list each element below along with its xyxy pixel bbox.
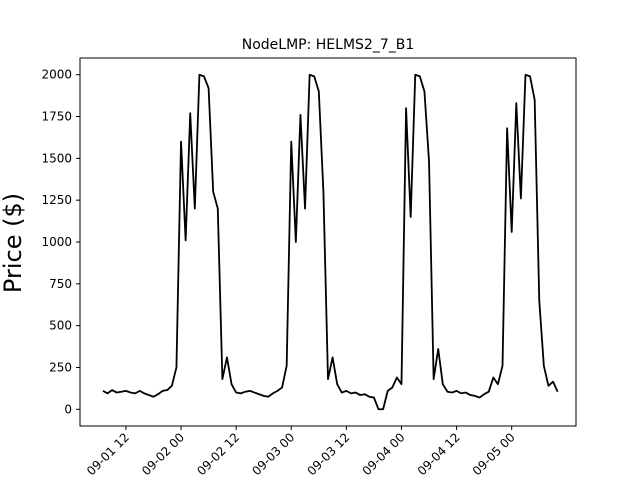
chart-title: NodeLMP: HELMS2_7_B1 bbox=[242, 37, 415, 53]
y-tick-label: 2000 bbox=[41, 68, 72, 82]
price-series-line bbox=[102, 73, 559, 411]
y-tick-label: 750 bbox=[49, 277, 72, 291]
y-tick-label: 1250 bbox=[41, 193, 72, 207]
y-tick-label: 1500 bbox=[41, 151, 72, 165]
y-axis-ticks: 0 250 500 750 1000 1250 1500 1750 2000 bbox=[41, 68, 80, 416]
y-tick-label: 500 bbox=[49, 319, 72, 333]
y-tick-label: 1750 bbox=[41, 110, 72, 124]
y-axis-label: Price ($) bbox=[0, 193, 27, 293]
y-tick-label: 1000 bbox=[41, 235, 72, 249]
y-tick-label: 250 bbox=[49, 360, 72, 374]
y-tick-label: 0 bbox=[64, 402, 72, 416]
